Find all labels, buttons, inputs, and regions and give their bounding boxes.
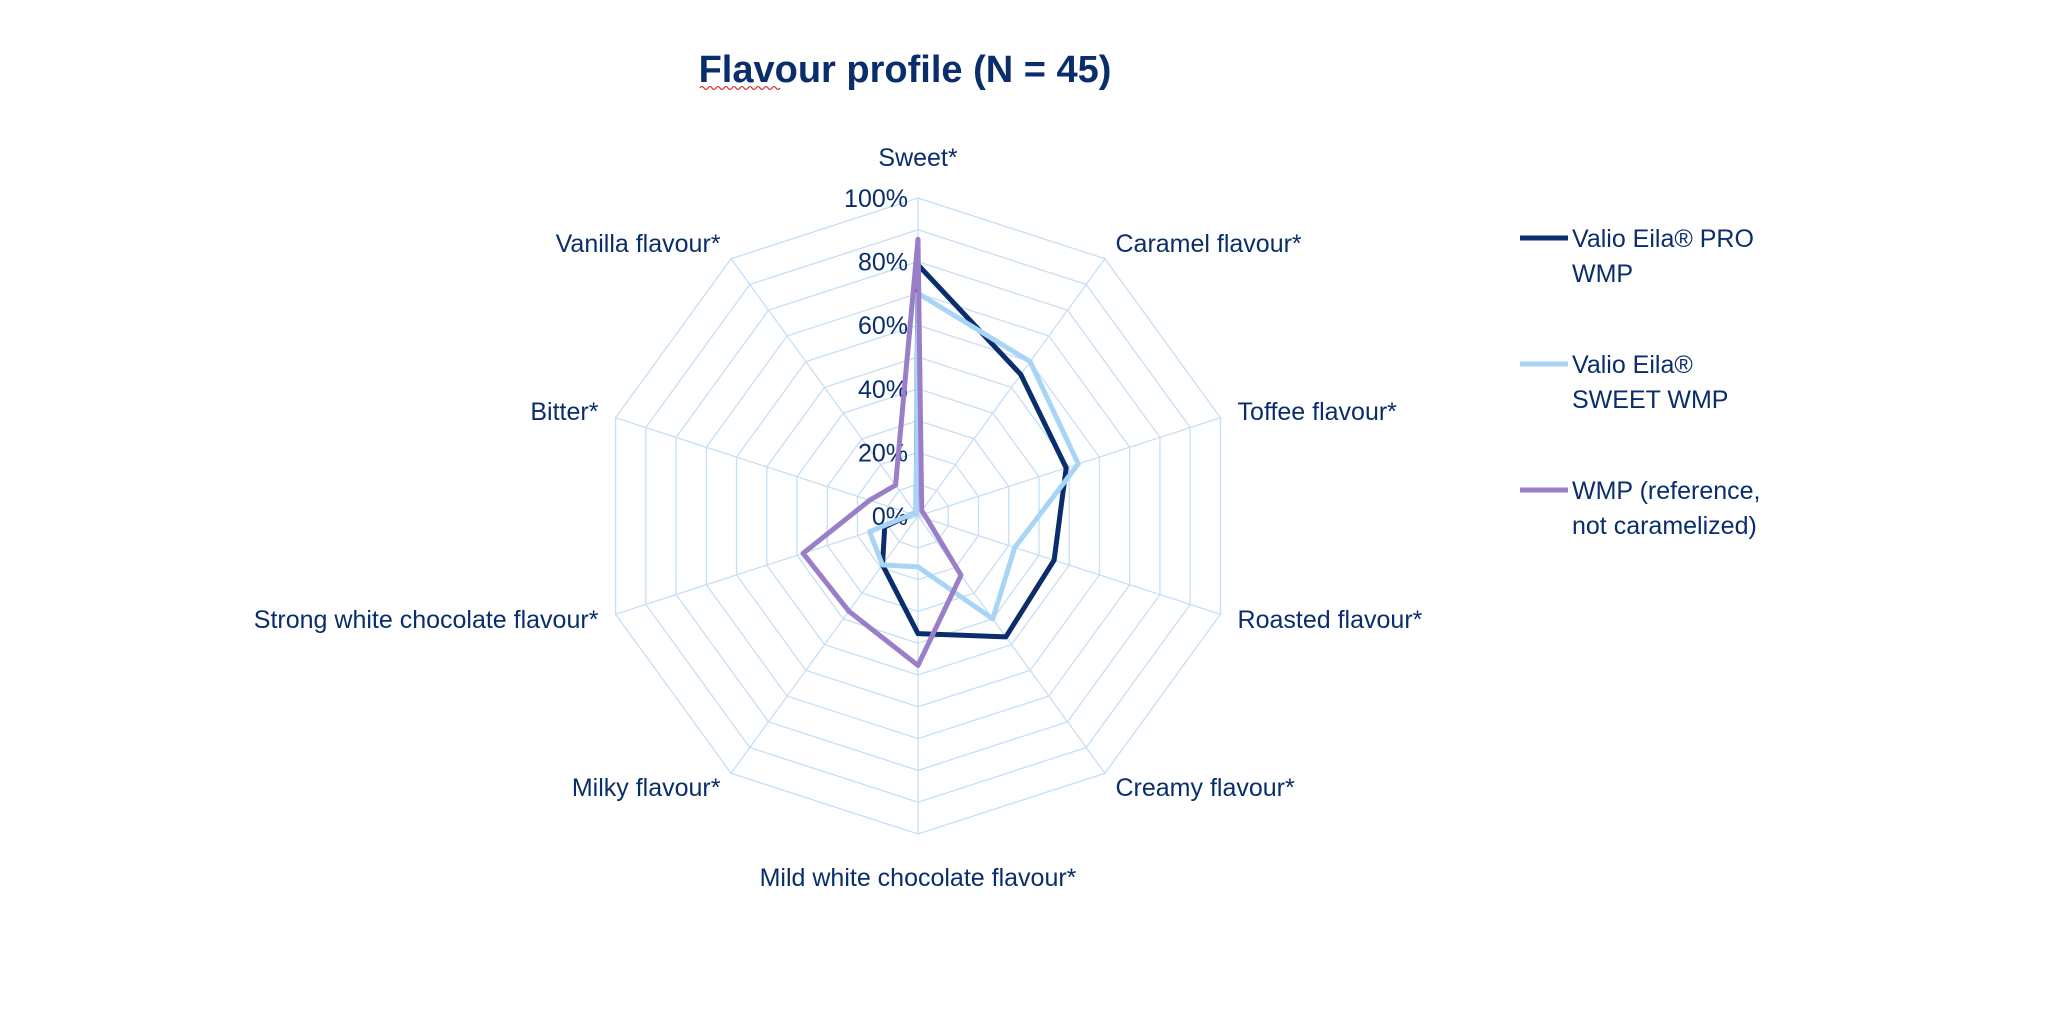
category-labels: Sweet* Caramel flavour* Toffee flavour* Roa… — [254, 144, 1423, 892]
category-label: Mild white chocolate flavour* — [760, 864, 1077, 892]
legend-label-1: Valio Eila® PRO WMP — [1572, 225, 1754, 288]
category-label: Strong white chocolate flavour* — [254, 606, 599, 634]
grid-spoke — [730, 258, 919, 517]
legend-label-2: Valio Eila® SWEET WMP — [1572, 351, 1728, 414]
legend-label-3: WMP (reference, not caramelized) — [1572, 477, 1760, 540]
tick-label: 80% — [858, 249, 908, 277]
series-lines — [800, 236, 1081, 668]
tick-label: 60% — [858, 312, 908, 340]
category-label: Roasted flavour* — [1238, 606, 1423, 634]
category-label: Milky flavour* — [572, 774, 721, 802]
grid-spoke — [917, 258, 1106, 517]
tick-label: 40% — [858, 376, 908, 404]
tick-label: 100% — [844, 185, 908, 213]
legend: Valio Eila® PRO WMP Valio Eila® SWEET WMP W… — [1520, 225, 1760, 540]
category-label: Toffee flavour* — [1238, 398, 1398, 426]
chart-title: Flavour profile (N = 45) — [699, 49, 1112, 91]
grid-spoke — [917, 417, 1221, 517]
category-label: Sweet* — [878, 144, 957, 172]
category-label: Creamy flavour* — [1115, 774, 1294, 802]
grid-spoke — [730, 515, 919, 774]
category-label: Vanilla flavour* — [556, 230, 721, 258]
series-line-2 — [867, 290, 1081, 622]
grid-spoke — [917, 515, 1221, 615]
category-label: Caramel flavour* — [1115, 230, 1301, 258]
series-line-3 — [800, 236, 964, 668]
title-spellcheck-underline — [699, 85, 781, 91]
category-label: Bitter* — [530, 398, 598, 426]
